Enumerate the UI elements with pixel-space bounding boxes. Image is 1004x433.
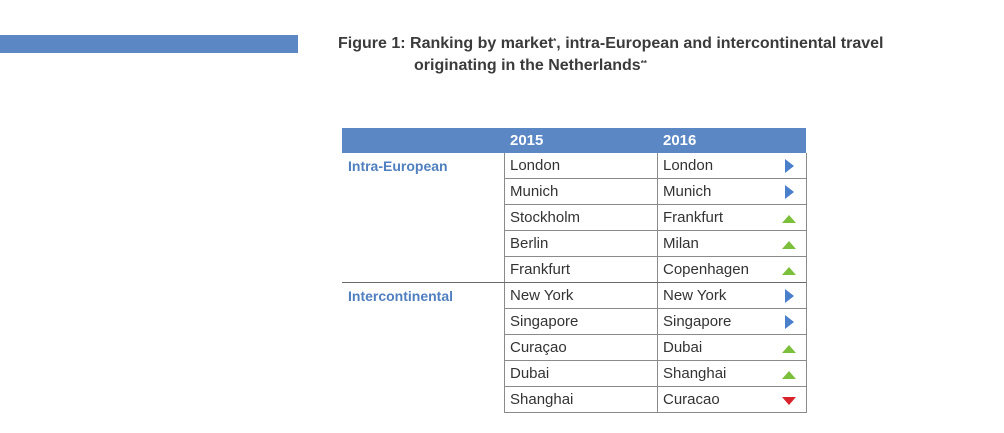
cell-2015: Dubai	[504, 361, 657, 387]
cell-2016: Munich	[657, 179, 807, 205]
title-footnote-mark-2: **	[640, 59, 647, 68]
trend-up-icon	[782, 371, 796, 379]
cell-2015-text: Berlin	[510, 235, 549, 252]
trend-same-icon	[785, 289, 794, 303]
cell-2015: Berlin	[504, 231, 657, 257]
ranking-table: 2015 2016 Intra-European London London Muni…	[342, 128, 807, 413]
cell-2016: Copenhagen	[657, 257, 807, 283]
cell-2015-text: Shanghai	[510, 391, 574, 408]
cell-2015-text: Stockholm	[510, 209, 581, 226]
table-row: Intercontinental New York New York	[342, 282, 807, 309]
cell-2016: London	[657, 153, 807, 179]
table-row: Singapore Singapore	[342, 309, 807, 335]
table-row: Munich Munich	[342, 179, 807, 205]
cell-2016: Curacao	[657, 387, 807, 413]
cell-2016-text: Shanghai	[663, 365, 727, 382]
table-row: Intra-European London London	[342, 153, 807, 179]
cell-2016-text: Munich	[663, 183, 712, 200]
cell-2016-text: Milan	[663, 235, 699, 252]
cell-2016-text: New York	[663, 287, 727, 304]
table-row: Dubai Shanghai	[342, 361, 807, 387]
cell-2015-text: Munich	[510, 183, 559, 200]
cell-2015: Curaçao	[504, 335, 657, 361]
accent-bar	[0, 35, 298, 53]
cell-2015: Shanghai	[504, 387, 657, 413]
title-footnote-mark-1: *	[553, 37, 557, 46]
cell-2015-text: Singapore	[510, 313, 579, 330]
cell-2016: Singapore	[657, 309, 807, 335]
header-2015: 2015	[510, 132, 544, 149]
table-row: Berlin Milan	[342, 231, 807, 257]
table-row: Frankfurt Copenhagen	[342, 257, 807, 283]
trend-up-icon	[782, 267, 796, 275]
trend-up-icon	[782, 345, 796, 353]
cell-2016: Shanghai	[657, 361, 807, 387]
cell-2015: Singapore	[504, 309, 657, 335]
title-line-1-rest: , intra-European and intercontinental tr…	[556, 35, 884, 52]
cell-2016-text: Copenhagen	[663, 261, 749, 278]
cell-2015-text: New York	[510, 287, 574, 304]
cell-2015-text: Curaçao	[510, 339, 567, 356]
cell-2016-text: London	[663, 157, 714, 174]
cell-2016-text: Curacao	[663, 391, 720, 408]
cell-2015-text: Dubai	[510, 365, 550, 382]
table-header: 2015 2016	[342, 128, 806, 153]
group-label: Intercontinental	[348, 288, 454, 304]
cell-2015: London	[504, 153, 657, 179]
table-row: Shanghai Curacao	[342, 387, 807, 413]
trend-up-icon	[782, 241, 796, 249]
cell-2016-text: Frankfurt	[663, 209, 724, 226]
table-row: Stockholm Frankfurt	[342, 205, 807, 231]
group-divider	[342, 282, 806, 283]
cell-2015: Munich	[504, 179, 657, 205]
trend-same-icon	[785, 159, 794, 173]
table-row: Curaçao Dubai	[342, 335, 807, 361]
cell-2015-text: London	[510, 157, 561, 174]
trend-down-icon	[782, 397, 796, 405]
title-line-1: Figure 1: Ranking by market	[338, 35, 554, 52]
cell-2016-text: Singapore	[663, 313, 732, 330]
cell-2016: Dubai	[657, 335, 807, 361]
trend-up-icon	[782, 215, 796, 223]
trend-same-icon	[785, 315, 794, 329]
cell-2015-text: Frankfurt	[510, 261, 571, 278]
cell-2016: Frankfurt	[657, 205, 807, 231]
title-line-2: originating in the Netherlands	[414, 57, 641, 74]
table-body: Intra-European London London Munich Munich St…	[342, 153, 807, 413]
cell-2016: Milan	[657, 231, 807, 257]
cell-2015: Frankfurt	[504, 257, 657, 283]
cell-2015: New York	[504, 283, 657, 309]
group-label: Intra-European	[348, 158, 448, 174]
header-2016: 2016	[663, 132, 697, 149]
cell-2015: Stockholm	[504, 205, 657, 231]
cell-2016: New York	[657, 283, 807, 309]
trend-same-icon	[785, 185, 794, 199]
cell-2016-text: Dubai	[663, 339, 703, 356]
figure-title: Figure 1: Ranking by market*, intra-Euro…	[338, 33, 978, 77]
